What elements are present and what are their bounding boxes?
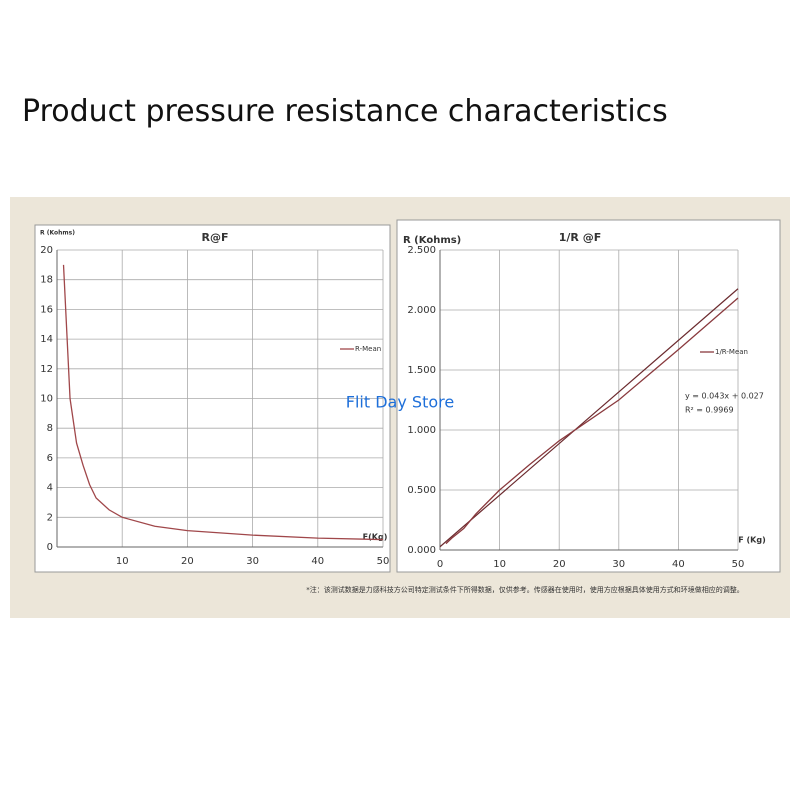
y-axis-label: R (Kohms) <box>403 235 461 246</box>
y-tick-label: 20 <box>40 245 53 256</box>
y-tick-label: 16 <box>40 304 53 315</box>
y-tick-label: 2 <box>47 512 53 523</box>
trendline-r2: R² = 0.9969 <box>685 406 734 415</box>
legend-label: R-Mean <box>355 345 381 353</box>
x-axis-label: F(Kg) <box>363 533 388 542</box>
y-tick-label: 14 <box>40 334 53 345</box>
series-line <box>62 264 384 541</box>
y-tick-label: 2.000 <box>407 305 436 316</box>
x-tick-label: 50 <box>377 556 390 567</box>
y-tick-label: 18 <box>40 275 53 286</box>
footnote: *注：该测试数据是力感科技方公司特定测试条件下所得数据，仅供参考。传感器在使用时… <box>306 585 744 594</box>
y-tick-label: 1.500 <box>407 365 436 376</box>
x-tick-label: 50 <box>732 559 745 570</box>
chart-title: 1/R @F <box>559 231 602 244</box>
y-tick-label: 12 <box>40 364 53 375</box>
y-tick-label: 1.000 <box>407 425 436 436</box>
x-tick-label: 20 <box>181 556 194 567</box>
legend-label: 1/R-Mean <box>715 348 748 356</box>
y-tick-label: 10 <box>40 394 53 405</box>
series-line <box>445 297 739 545</box>
y-tick-label: 4 <box>47 483 53 494</box>
x-tick-label: 10 <box>116 556 129 567</box>
y-tick-label: 2.500 <box>407 245 436 256</box>
y-tick-label: 0.500 <box>407 485 436 496</box>
x-tick-label: 40 <box>311 556 324 567</box>
heading: Product pressure resistance characterist… <box>22 94 668 129</box>
x-tick-label: 40 <box>672 559 685 570</box>
y-tick-label: 6 <box>47 453 53 464</box>
y-tick-label: 8 <box>47 423 53 434</box>
x-axis-label: F (Kg) <box>738 536 766 545</box>
chart-title: R@F <box>202 231 229 244</box>
y-axis-label: R (Kohms) <box>40 230 75 237</box>
x-tick-label: 20 <box>553 559 566 570</box>
x-tick-label: 30 <box>246 556 259 567</box>
watermark: Flit Day Store <box>346 393 454 412</box>
trendline-equation: y = 0.043x + 0.027 <box>685 392 764 401</box>
x-tick-label: 0 <box>437 559 443 570</box>
y-tick-label: 0 <box>47 542 53 553</box>
y-tick-label: 0.000 <box>407 545 436 556</box>
x-tick-label: 10 <box>493 559 506 570</box>
x-tick-label: 30 <box>612 559 625 570</box>
chart-frame <box>396 219 781 573</box>
trendline <box>439 288 739 548</box>
